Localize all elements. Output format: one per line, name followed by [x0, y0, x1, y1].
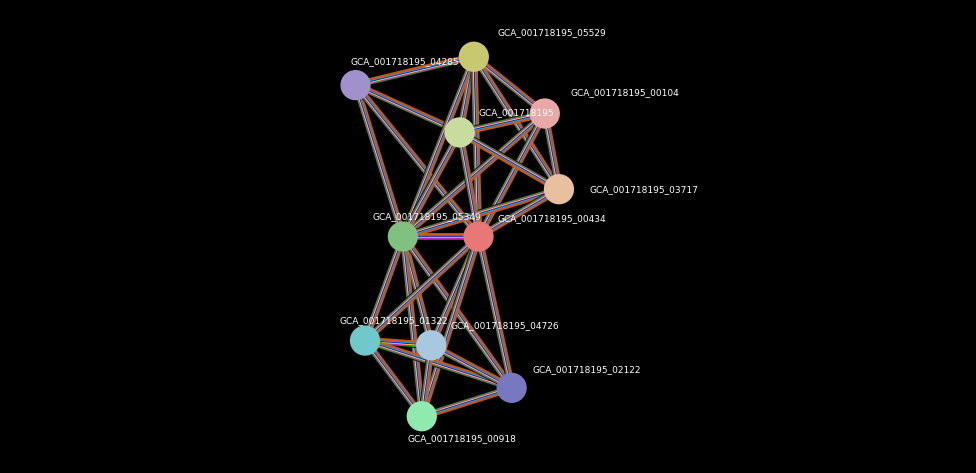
Circle shape — [544, 174, 574, 204]
Text: GCA_001718195_00918: GCA_001718195_00918 — [408, 434, 516, 444]
Circle shape — [530, 98, 560, 129]
Circle shape — [341, 70, 371, 100]
Text: GCA_001718195_00104: GCA_001718195_00104 — [571, 88, 679, 97]
Text: GCA_001718195_03717: GCA_001718195_03717 — [590, 184, 699, 194]
Text: GCA_001718195_05529: GCA_001718195_05529 — [498, 27, 606, 37]
Circle shape — [349, 325, 381, 356]
Text: GCA_001718195_04285: GCA_001718195_04285 — [350, 57, 460, 66]
Circle shape — [459, 42, 489, 72]
Circle shape — [416, 330, 446, 360]
Circle shape — [407, 401, 437, 431]
Text: GCA_001718195_04726: GCA_001718195_04726 — [450, 321, 559, 330]
Circle shape — [464, 221, 494, 252]
Text: GCA_001718195_05349: GCA_001718195_05349 — [372, 212, 481, 221]
Circle shape — [497, 373, 527, 403]
Text: GCA_001718195_00434: GCA_001718195_00434 — [498, 214, 606, 223]
Text: GCA_001718195: GCA_001718195 — [478, 108, 554, 117]
Text: GCA_001718195_02122: GCA_001718195_02122 — [533, 365, 641, 375]
Circle shape — [444, 117, 474, 148]
Circle shape — [387, 221, 418, 252]
Text: GCA_001718195_01322: GCA_001718195_01322 — [339, 316, 448, 325]
